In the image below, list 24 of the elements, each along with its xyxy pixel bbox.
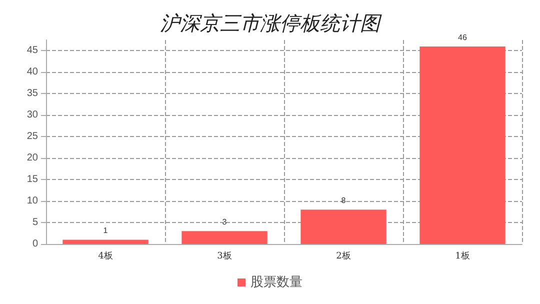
x-tick-label: 2板 [336, 250, 351, 262]
data-label: 3 [222, 218, 228, 227]
y-tick-label: 40 [26, 66, 38, 78]
legend-label: 股票数量 [250, 275, 302, 290]
chart-title: 沪深京三市涨停板统计图 [160, 11, 382, 35]
y-tick-label: 25 [26, 131, 38, 142]
y-tick-label: 10 [26, 196, 38, 207]
y-tick-label: 35 [26, 88, 38, 100]
y-tick-label: 5 [32, 217, 38, 228]
x-tick-label: 3板 [217, 250, 232, 262]
data-label: 8 [341, 196, 346, 206]
x-tick-label: 1板 [455, 250, 470, 262]
data-label: 46 [458, 32, 468, 42]
y-tick-label: 0 [32, 238, 38, 250]
bar [182, 231, 268, 244]
y-tick-label: 20 [26, 152, 38, 164]
bar [300, 210, 386, 244]
bar [420, 46, 506, 244]
y-tick-label: 30 [26, 110, 38, 121]
y-tick-label: 15 [26, 174, 38, 186]
data-label: 1 [103, 226, 108, 236]
y-tick-label: 45 [26, 45, 38, 56]
bar [62, 240, 148, 244]
x-tick-label: 4板 [98, 250, 113, 262]
